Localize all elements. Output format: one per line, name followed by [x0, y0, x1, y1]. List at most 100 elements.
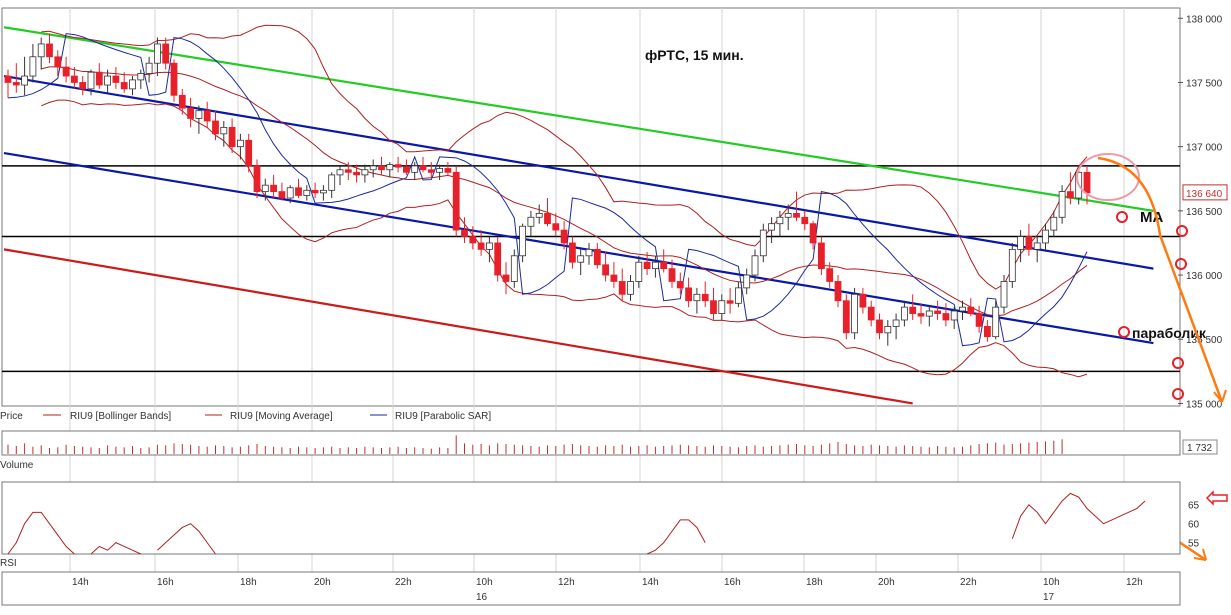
legend-bb: RIU9 [Bollinger Bands]: [70, 411, 171, 422]
candle: [801, 210, 809, 231]
candle-body: [369, 165, 377, 171]
candle: [1067, 172, 1074, 205]
candle: [328, 172, 336, 199]
candle: [494, 236, 502, 282]
candle: [137, 69, 145, 89]
candle: [203, 101, 211, 128]
candle-body: [842, 300, 850, 334]
candle-body: [203, 110, 211, 122]
candle-body: [834, 281, 842, 302]
candle-body: [876, 319, 883, 334]
candle: [178, 88, 186, 115]
candle-body: [236, 139, 244, 148]
candle: [62, 56, 70, 83]
legend-sar: RIU9 [Parabolic SAR]: [395, 411, 491, 422]
candle: [842, 294, 850, 340]
candle: [361, 164, 369, 183]
candle-body: [801, 216, 809, 225]
time-tick-label: 22h: [395, 577, 412, 588]
candle: [809, 221, 817, 250]
candle: [378, 156, 385, 175]
candle: [228, 118, 236, 154]
candle-body: [469, 236, 477, 244]
candle: [909, 294, 917, 320]
candle-body: [137, 73, 145, 81]
rsi-segment: [90, 542, 142, 555]
candle: [79, 76, 87, 96]
candle-body: [942, 313, 950, 321]
candle: [818, 236, 825, 276]
candle: [411, 162, 419, 181]
candle-body: [4, 75, 12, 83]
candle: [104, 69, 111, 93]
candles: [4, 33, 1091, 346]
current-price-box: [1182, 184, 1228, 201]
candle: [220, 120, 228, 147]
candle: [718, 294, 726, 320]
candle-body: [710, 300, 717, 314]
candle-body: [577, 255, 585, 263]
candle: [1025, 223, 1033, 256]
time-tick-label: 10h: [476, 577, 493, 588]
parabolic-marker: [1118, 326, 1130, 338]
candle-body: [627, 281, 634, 295]
forecast-arrowhead-rsi: [1193, 548, 1207, 561]
axis-marker-1: [1176, 225, 1188, 237]
time-tick-label: 16h: [724, 577, 741, 588]
candle-body: [54, 56, 62, 68]
candle-body: [436, 168, 444, 173]
candle: [784, 204, 792, 231]
price-tick-label: 135 500: [1186, 335, 1223, 346]
candle-body: [610, 274, 618, 282]
time-tick-label: 14h: [642, 577, 659, 588]
candle: [685, 277, 692, 308]
candle: [112, 67, 120, 89]
candle: [535, 204, 543, 224]
candle: [867, 300, 875, 327]
candle-body: [1017, 236, 1024, 250]
parabolic-sar: [7, 33, 1088, 347]
candle-body: [336, 169, 344, 176]
candle-body: [959, 306, 966, 312]
candle: [610, 262, 618, 288]
candle-body: [178, 94, 186, 109]
candle-body: [220, 127, 228, 135]
price-tick-label: 136 500: [1186, 207, 1223, 218]
candle-body: [494, 242, 502, 276]
candle-body: [502, 274, 510, 282]
candle-body: [735, 287, 742, 304]
candle-body: [851, 293, 858, 334]
red-trendline: [3, 248, 913, 405]
candle: [552, 213, 560, 237]
chart-title: фРТС, 15 мин.: [645, 47, 744, 63]
candle-body: [295, 187, 302, 196]
candle-body: [685, 287, 692, 302]
candle: [436, 164, 444, 181]
candle-body: [510, 255, 518, 282]
candle-body: [668, 268, 676, 282]
candle-body: [527, 216, 535, 227]
rsi-label: RSI: [0, 558, 17, 569]
volume-label: Volume: [0, 460, 34, 471]
time-tick-label: 20h: [878, 577, 895, 588]
candle-body: [344, 169, 352, 173]
candle-body: [328, 174, 336, 191]
candle-body: [37, 43, 45, 58]
candle: [37, 37, 45, 70]
candle-body: [419, 165, 427, 171]
candle: [311, 182, 319, 199]
candle: [4, 69, 12, 98]
candle: [452, 165, 460, 237]
rsi-segment: [1011, 492, 1146, 540]
price-panel: [1, 7, 1181, 407]
candle: [751, 249, 759, 282]
candle: [236, 133, 244, 160]
candle: [917, 303, 925, 324]
volume-last: 1 732: [1187, 443, 1212, 454]
candle-body: [660, 261, 668, 270]
candle: [693, 287, 701, 314]
price-tick-label: 138 000: [1186, 14, 1223, 25]
candle-body: [552, 223, 560, 231]
candle-body: [485, 242, 493, 250]
